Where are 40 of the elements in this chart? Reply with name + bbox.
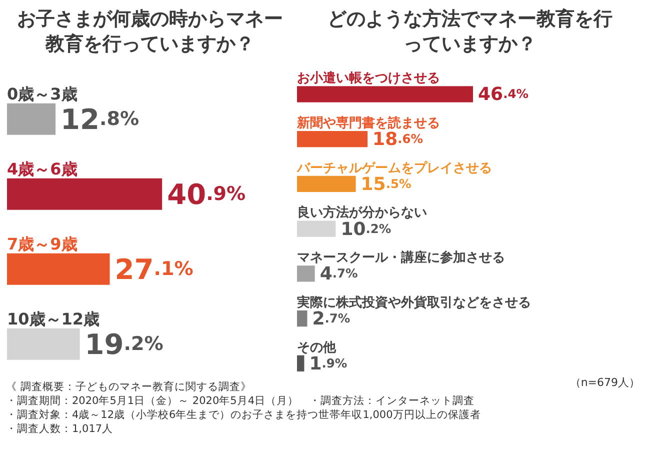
y-tick-label: バーチャルゲームをプレイさせる <box>296 160 492 176</box>
bar <box>297 176 356 192</box>
text: ・調査対象：4歳～12歳（小学校6年生まで）のお子さまを持つ世帯年収1,000万円以上の保護者 <box>6 408 481 421</box>
data-label: 27.1% <box>114 252 194 286</box>
bar <box>7 253 110 285</box>
y-tick-label: お小遣い帳をつけさせる <box>297 71 440 86</box>
y-tick-label: 良い方法が分からない <box>297 204 427 221</box>
y-tick-label: 7歳～9歳 <box>7 234 78 254</box>
data-label: 10.2% <box>340 218 392 240</box>
data-label: 1.9% <box>309 352 348 374</box>
data-label: 19.2% <box>84 328 164 361</box>
data-label: 46.4% <box>478 84 528 105</box>
y-tick-label: マネースクール・講座に参加させる <box>297 250 505 266</box>
data-label: 15.5% <box>360 173 412 194</box>
y-tick-label: 10歳～12歳 <box>7 309 100 328</box>
data-label: 4.7% <box>320 263 358 284</box>
text: （n=679人） <box>570 376 640 389</box>
y-tick-label: 4歳～6歳 <box>7 159 78 178</box>
bar <box>297 355 304 372</box>
bar <box>297 220 336 237</box>
bar <box>297 131 368 148</box>
chart-title: お子さまが何歳の時からマネー教育を行っていますか？ <box>17 8 283 55</box>
bar <box>297 310 308 327</box>
y-tick-label: その他 <box>297 340 337 356</box>
text: 《 調査概要：子どものマネー教育に関する調査》 <box>6 380 252 393</box>
text: ・調査人数：1,017人 <box>6 422 114 435</box>
y-tick-label: 新聞や専門書を読ませる <box>296 115 440 132</box>
bar <box>7 178 162 210</box>
y-tick-label: 0歳～3歳 <box>7 84 78 104</box>
data-label: 18.6% <box>372 128 424 150</box>
data-label: 12.8% <box>60 102 140 136</box>
bar <box>7 328 80 360</box>
bar <box>7 103 56 135</box>
data-label: 2.7% <box>312 308 350 330</box>
chart-title: どのような方法でマネー教育を行っていますか？ <box>328 8 612 55</box>
bar <box>297 266 315 282</box>
text: ・調査期間：2020年5月1日（金）～ 2020年5月4日（月） ・調査方法：インターネット調査 <box>6 394 475 407</box>
data-label: 40.9% <box>167 178 246 211</box>
y-tick-label: 実際に株式投資や外貨取引などをさせる <box>296 294 531 310</box>
bar <box>297 86 473 102</box>
